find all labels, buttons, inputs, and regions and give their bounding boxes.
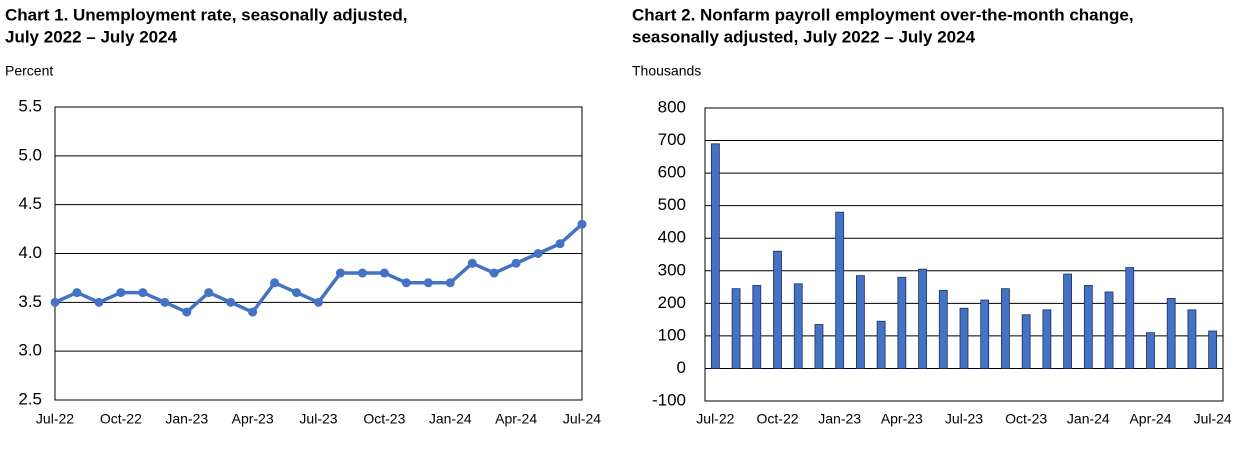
x-tick-label: Apr-23 xyxy=(881,411,923,427)
y-tick-label: 4.5 xyxy=(18,194,42,213)
plot-frame xyxy=(704,107,1224,402)
data-point xyxy=(292,288,302,298)
chart-title: July 2022 – July 2024 xyxy=(5,27,178,46)
data-point xyxy=(423,278,433,288)
x-tick-label: Oct-22 xyxy=(100,411,142,427)
bar xyxy=(856,275,865,369)
y-tick-label: 3.0 xyxy=(18,341,42,360)
data-point xyxy=(226,297,236,307)
y-axis-label: Thousands xyxy=(632,63,701,79)
y-tick-label: 4.0 xyxy=(18,243,42,262)
x-tick-label: Jul-24 xyxy=(563,411,601,427)
x-tick-label: Jan-23 xyxy=(165,411,208,427)
data-point xyxy=(533,249,543,258)
data-point xyxy=(467,258,477,268)
data-point xyxy=(270,278,280,288)
x-tick-label: Oct-22 xyxy=(757,411,799,427)
bar xyxy=(938,289,948,369)
x-tick-label: Jan-23 xyxy=(818,411,861,427)
x-tick-label: Apr-24 xyxy=(1129,411,1171,427)
plot-frame xyxy=(54,106,583,401)
data-point xyxy=(357,268,367,278)
x-tick-label: Apr-23 xyxy=(232,411,274,427)
data-point xyxy=(335,268,345,278)
y-tick-label: -100 xyxy=(652,390,686,409)
y-tick-label: 5.5 xyxy=(18,96,42,115)
x-tick-label: Jul-23 xyxy=(299,411,337,427)
data-point xyxy=(94,297,104,307)
bar xyxy=(731,288,741,369)
bar xyxy=(1063,273,1072,369)
x-tick-label: Jan-24 xyxy=(429,411,472,427)
chart-title: Chart 2. Nonfarm payroll employment over… xyxy=(632,5,1134,24)
bar xyxy=(1104,291,1114,369)
bar xyxy=(793,283,803,369)
y-tick-label: 600 xyxy=(658,163,686,182)
chart-title: seasonally adjusted, July 2022 – July 20… xyxy=(632,27,976,46)
y-tick-label: 200 xyxy=(658,293,686,312)
chart-title: Chart 1. Unemployment rate, seasonally a… xyxy=(5,5,407,24)
data-point xyxy=(511,258,521,268)
bar xyxy=(752,285,762,369)
bar xyxy=(814,324,824,369)
data-point xyxy=(72,288,82,298)
data-point xyxy=(379,268,389,278)
bar xyxy=(959,307,969,369)
data-point xyxy=(160,297,170,307)
x-tick-label: Jul-23 xyxy=(945,411,983,427)
data-point xyxy=(182,307,192,317)
data-point xyxy=(577,219,587,229)
y-tick-label: 400 xyxy=(658,228,686,247)
y-tick-label: 0 xyxy=(677,358,686,377)
y-tick-label: 700 xyxy=(658,130,686,149)
x-tick-label: Oct-23 xyxy=(363,411,405,427)
bar xyxy=(1125,267,1135,369)
y-axis-label: Percent xyxy=(5,63,53,79)
data-point xyxy=(489,268,499,278)
data-point xyxy=(50,297,60,307)
y-tick-label: 2.5 xyxy=(18,389,42,408)
y-tick-label: 300 xyxy=(658,260,686,279)
bar xyxy=(1187,309,1197,369)
x-tick-label: Jul-24 xyxy=(1194,411,1232,427)
x-tick-label: Jul-22 xyxy=(696,411,734,427)
bar xyxy=(1146,332,1155,369)
x-tick-label: Jan-24 xyxy=(1067,411,1110,427)
bar xyxy=(773,250,782,369)
bar xyxy=(897,276,907,369)
bar xyxy=(1208,330,1218,369)
bar xyxy=(918,268,927,369)
y-tick-label: 5.0 xyxy=(18,145,42,164)
bar xyxy=(710,143,720,369)
x-tick-label: Jul-22 xyxy=(36,411,74,427)
bar xyxy=(1021,314,1031,369)
bar xyxy=(980,299,990,369)
data-point xyxy=(555,239,565,249)
bar xyxy=(1042,309,1052,369)
x-tick-label: Apr-24 xyxy=(495,411,537,427)
data-point xyxy=(116,288,126,298)
y-tick-label: 100 xyxy=(658,325,686,344)
x-tick-label: Oct-23 xyxy=(1005,411,1047,427)
bar xyxy=(835,211,845,369)
data-point xyxy=(138,288,148,298)
data-point xyxy=(204,288,214,298)
bar xyxy=(1166,298,1176,369)
y-tick-label: 500 xyxy=(658,195,686,214)
data-point xyxy=(248,307,258,317)
bar xyxy=(876,320,886,369)
data-point xyxy=(314,297,323,307)
bar xyxy=(1001,288,1010,369)
bar xyxy=(1083,285,1093,369)
data-point xyxy=(401,278,411,288)
y-tick-label: 800 xyxy=(658,97,686,116)
y-tick-label: 3.5 xyxy=(18,292,42,311)
data-point xyxy=(445,278,455,288)
